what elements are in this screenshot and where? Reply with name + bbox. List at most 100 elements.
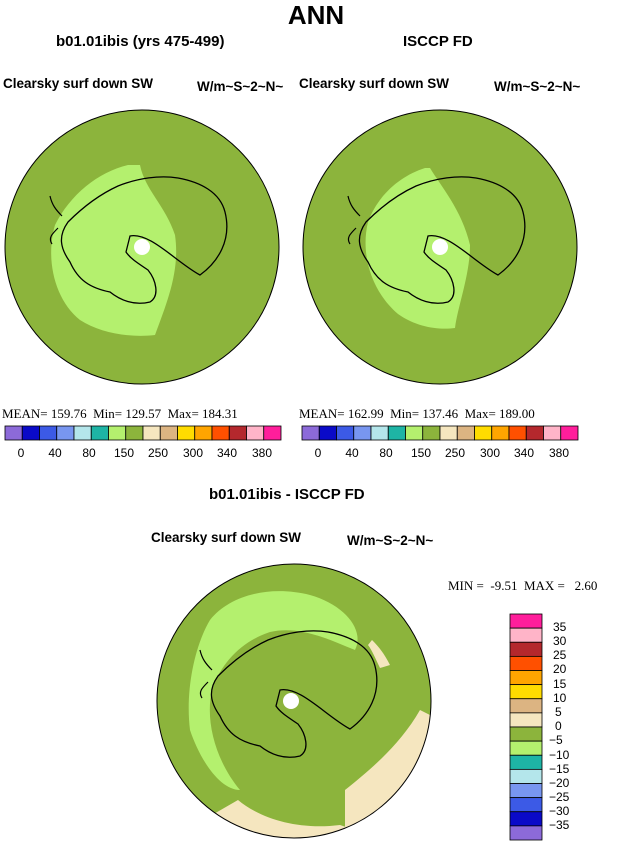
- panel3-cb-label: 15: [553, 677, 567, 691]
- panel1-stats: MEAN= 159.76 Min= 129.57 Max= 184.31: [2, 406, 238, 422]
- panel2-max-value: 189.00: [499, 406, 535, 421]
- panel2-mean-label: MEAN=: [299, 406, 345, 421]
- panel3-units: W/m~S~2~N~: [347, 533, 434, 548]
- panel3-stats: MIN = -9.51 MAX = 2.60: [448, 578, 597, 594]
- panel1-colorbar-swatch: [73, 425, 92, 441]
- panel2-cb-label: 0: [314, 446, 322, 460]
- panel2-cb-label: 150: [410, 446, 432, 460]
- panel2-cb-label: 40: [345, 446, 359, 460]
- panel1-colorbar-swatch: [90, 425, 109, 441]
- panel2-colorbar: [301, 425, 579, 441]
- panel3-colorbar-swatch: [509, 783, 543, 799]
- panel1-min-value: 129.57: [125, 406, 162, 421]
- panel3-cb-label: −35: [549, 818, 570, 832]
- panel3-colorbar-swatch: [509, 698, 543, 714]
- panel3-cb-label: −10: [549, 748, 570, 762]
- panel1-cb-label: 380: [251, 446, 273, 460]
- panel1-cb-label: 340: [216, 446, 238, 460]
- panel3-colorbar-swatch: [509, 613, 543, 629]
- panel1-colorbar-swatch: [56, 425, 75, 441]
- panel1-colorbar-swatch: [142, 425, 161, 441]
- panel3-colorbar-swatch: [509, 627, 543, 643]
- panel1-colorbar-swatch: [194, 425, 213, 441]
- panel3-cb-label: −5: [549, 733, 563, 747]
- panel3-cb-label: 5: [555, 705, 562, 719]
- panel3-colorbar-swatch: [509, 768, 543, 784]
- panel1-colorbar: [4, 425, 282, 441]
- panel2-colorbar-swatch: [387, 425, 406, 441]
- panel2-colorbar-swatch: [353, 425, 372, 441]
- panel3-colorbar-swatch: [509, 670, 543, 686]
- panel1-cb-label: 0: [17, 446, 25, 460]
- panel3-colorbar-swatch: [509, 712, 543, 728]
- panel1-min-label: Min=: [93, 406, 123, 421]
- panel1-cb-label: 80: [82, 446, 96, 460]
- panel3-cb-label: −30: [549, 804, 570, 818]
- panel2-map-frame: [302, 109, 578, 385]
- panel2-peninsula-coast: [347, 195, 361, 245]
- panel1-cb-label: 150: [113, 446, 135, 460]
- panel1-max-label: Max=: [167, 406, 199, 421]
- panel2-mean-value: 162.99: [347, 406, 384, 421]
- panel3-negative-region: [188, 591, 358, 790]
- panel1-colorbar-swatch: [211, 425, 230, 441]
- panel2-variable: Clearsky surf down SW: [299, 76, 450, 91]
- panel2-cb-label: 340: [513, 446, 535, 460]
- panel2-colorbar-swatch: [508, 425, 527, 441]
- panel1-mean-label: MEAN=: [2, 406, 48, 421]
- panel3-cb-label: 35: [553, 620, 567, 634]
- panel3-antarctica-coastline: [210, 630, 378, 758]
- panel3-min-label: MIN =: [448, 578, 484, 593]
- panel2-min-value: 137.46: [422, 406, 459, 421]
- panel3-map: [157, 564, 431, 838]
- panel3-colorbar-swatch: [509, 726, 543, 742]
- panel3-cb-label: 25: [553, 648, 567, 662]
- panel3-cb-label: −25: [549, 790, 570, 804]
- panel3-positive-patch: [368, 640, 390, 668]
- panel1-colorbar-swatch: [246, 425, 265, 441]
- panel2-cb-label: 380: [548, 446, 570, 460]
- panel1-max-value: 184.31: [202, 406, 238, 421]
- panel1-high-sw-region: [51, 165, 177, 336]
- panel3-max-value: 2.60: [574, 578, 598, 593]
- panel1-map-frame: [4, 109, 280, 385]
- panel3-pole-hole: [283, 693, 299, 709]
- panel1-colorbar-swatch: [4, 425, 23, 441]
- panel3-cb-label: 10: [553, 691, 567, 705]
- panel3-cb-label: −15: [549, 762, 570, 776]
- panel2-colorbar-swatch: [525, 425, 544, 441]
- panel3-cb-label: 0: [555, 719, 562, 733]
- panel1-cb-label: 250: [147, 446, 169, 460]
- panel2-colorbar-swatch: [336, 425, 355, 441]
- panel2-high-sw-region: [365, 168, 470, 329]
- panel2-map: [303, 110, 577, 384]
- panel2-colorbar-swatch: [405, 425, 424, 441]
- panel2-colorbar-swatch: [439, 425, 458, 441]
- panel3-cb-label: −20: [549, 776, 570, 790]
- panel2-max-label: Max=: [464, 406, 496, 421]
- panel2-colorbar-swatch: [456, 425, 475, 441]
- panel1-colorbar-swatch: [21, 425, 40, 441]
- panel2-cb-label: 250: [444, 446, 466, 460]
- panel2-antarctica-coastline: [358, 176, 526, 304]
- panel3-cb-label: 20: [553, 662, 567, 676]
- panel2-pole-hole: [432, 239, 448, 255]
- panel2-colorbar-swatch: [318, 425, 337, 441]
- panel1-colorbar-swatch: [39, 425, 58, 441]
- panel2-title: ISCCP FD: [403, 33, 473, 50]
- panel3-map-frame: [156, 563, 432, 839]
- panel3-variable: Clearsky surf down SW: [151, 530, 302, 545]
- panel2-colorbar-swatch: [422, 425, 441, 441]
- panel1-colorbar-swatch: [177, 425, 196, 441]
- panel2-colorbar-swatch: [474, 425, 493, 441]
- panel1-title: b01.01ibis (yrs 475-499): [56, 33, 225, 50]
- panel1-colorbar-swatch: [263, 425, 282, 441]
- figure-title: ANN: [287, 0, 345, 30]
- panel3-colorbar-swatch: [509, 641, 543, 657]
- panel1-colorbar-swatch: [159, 425, 178, 441]
- panel1-antarctica-coastline: [60, 176, 228, 304]
- panel1-variable: Clearsky surf down SW: [3, 76, 154, 91]
- panel2-colorbar-swatch: [543, 425, 562, 441]
- panel1-colorbar-swatch: [108, 425, 127, 441]
